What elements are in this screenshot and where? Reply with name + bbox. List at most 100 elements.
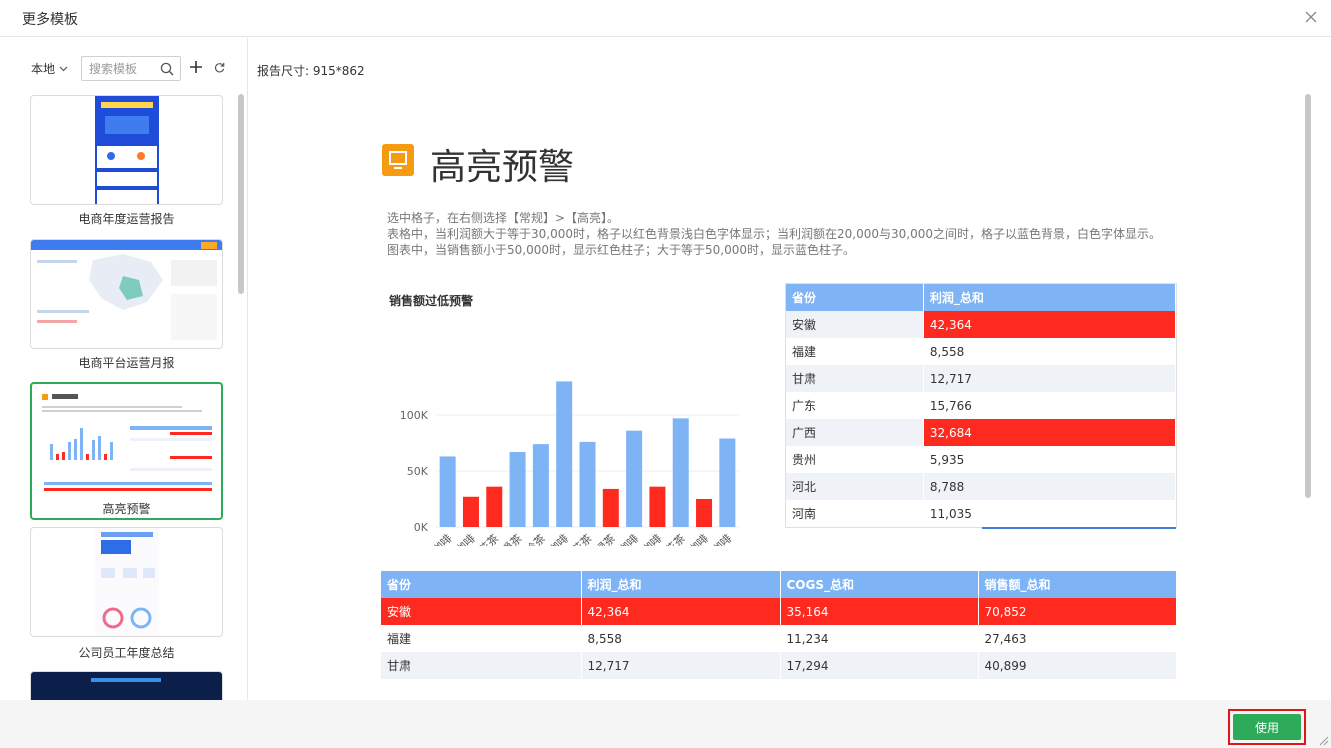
profit-table: 省份 利润_总和 安徽 42,364 福建 8,558 甘肃 12,717 广东 15,… [785, 283, 1177, 529]
sales-cell: 40,899 [978, 652, 1177, 679]
column-header: 利润_总和 [923, 284, 1177, 311]
table-row: 安徽 42,364 35,164 70,852 [381, 598, 1177, 625]
template-card-highlight-warning[interactable] [30, 382, 223, 520]
desc-line: 选中格子，在右侧选择【常规】>【高亮】。 [387, 211, 620, 225]
table-row: 河南 11,035 [786, 500, 1177, 527]
template-preview: 报告尺寸: 915*862 高亮预警 选中格子，在右侧选择【常规】>【高亮】。 … [249, 38, 1331, 700]
profit-cell: 42,364 [923, 311, 1177, 338]
template-name: 电商平台运营月报 [78, 356, 175, 370]
preview-scrollbar[interactable] [1305, 94, 1311, 498]
source-dropdown[interactable]: 本地 [31, 60, 68, 77]
sidebar-scrollbar[interactable] [238, 94, 244, 294]
province-cell: 甘肃 [786, 365, 924, 392]
template-name: 电商年度运营报告 [78, 212, 175, 226]
table-row: 安徽 42,364 [786, 311, 1177, 338]
profit-cell: 5,935 [923, 446, 1177, 473]
province-cell: 广东 [786, 392, 924, 419]
template-thumbnail [31, 240, 222, 340]
bar-chart-svg: 100K50K0K爱尔兰咖啡安摩拉多咖啡薄荷花茶伯爵茶大吉岭茶哥伦比亚咖啡黄春菊… [400, 381, 739, 588]
column-header: 销售额_总和 [978, 571, 1177, 598]
preview-canvas: 高亮预警 选中格子，在右侧选择【常规】>【高亮】。 表格中，当利润额大于等于30… [249, 94, 1313, 680]
profit-cell: 15,766 [923, 392, 1177, 419]
table-row: 福建 8,558 [786, 338, 1177, 365]
sales-cell: 70,852 [978, 598, 1177, 625]
template-thumbnail [95, 528, 159, 636]
table-row: 广西 32,684 [786, 419, 1177, 446]
source-label: 本地 [31, 62, 56, 76]
table-row: 甘肃 12,717 17,294 40,899 [381, 652, 1177, 679]
template-search [81, 56, 181, 81]
template-thumbnail [31, 672, 222, 700]
template-card-employee-annual[interactable] [30, 527, 223, 637]
column-header: 省份 [786, 284, 924, 311]
bar [696, 499, 713, 527]
table-row: 广东 15,766 [786, 392, 1177, 419]
chart-title: 销售额过低预警 [389, 294, 474, 308]
bar [649, 486, 666, 527]
table-header-row: 省份 利润_总和 COGS_总和 销售额_总和 [381, 571, 1177, 598]
resize-grip-icon[interactable] [1317, 734, 1329, 746]
profit-cell: 11,035 [923, 500, 1177, 527]
bar [556, 381, 573, 527]
province-cell: 安徽 [381, 598, 582, 625]
profit-cell: 12,717 [923, 365, 1177, 392]
report-title: 高亮预警 [430, 147, 575, 188]
province-cell: 广西 [786, 419, 924, 446]
desc-line: 表格中，当利润额大于等于30,000时，格子以红色背景浅白色字体显示；当利润额在… [387, 227, 1161, 241]
use-button-highlight: 使用 [1228, 709, 1306, 745]
cogs-cell: 35,164 [780, 598, 979, 625]
template-card-dark[interactable] [30, 671, 223, 700]
template-card-ecommerce-annual[interactable] [30, 95, 223, 205]
table-row: 河北 8,788 [786, 473, 1177, 500]
dialog-footer: 使用 [0, 700, 1331, 748]
y-tick-label: 100K [400, 409, 429, 422]
profit-cell: 32,684 [923, 419, 1177, 446]
template-card-ecommerce-monthly[interactable] [30, 239, 223, 349]
table-row: 福建 8,558 11,234 27,463 [381, 625, 1177, 652]
search-input[interactable] [89, 60, 155, 77]
template-thumbnail [95, 96, 159, 204]
profit-cell: 8,558 [581, 625, 781, 652]
bar [602, 488, 619, 527]
sales-warning-chart: 销售额过低预警 100K50K0K爱尔兰咖啡安摩拉多咖啡薄荷花茶伯爵茶大吉岭茶哥… [384, 286, 754, 588]
close-icon[interactable] [1303, 9, 1319, 25]
chevron-down-icon [59, 66, 68, 71]
profit-cell: 8,788 [923, 473, 1177, 500]
bar [462, 496, 479, 527]
template-name: 高亮预警 [102, 502, 151, 516]
bar [532, 444, 549, 527]
bar [439, 456, 456, 527]
province-cell: 河北 [786, 473, 924, 500]
add-icon[interactable] [189, 60, 203, 74]
dialog-title-bar: 更多模板 [0, 0, 1331, 37]
bar [719, 438, 736, 527]
column-header: 省份 [381, 571, 582, 598]
sales-cell: 27,463 [978, 625, 1177, 652]
y-tick-label: 50K [407, 465, 429, 478]
province-cell: 安徽 [786, 311, 924, 338]
desc-line: 图表中，当销售额小于50,000时，显示红色柱子；大于等于50,000时，显示蓝… [387, 243, 855, 257]
profit-cell: 42,364 [581, 598, 781, 625]
use-button[interactable]: 使用 [1233, 714, 1301, 740]
table-row: 甘肃 12,717 [786, 365, 1177, 392]
bar [509, 451, 526, 527]
refresh-icon[interactable] [214, 62, 225, 73]
table-scroll-indicator [982, 527, 1176, 529]
province-cell: 贵州 [786, 446, 924, 473]
template-sidebar: 本地 [0, 38, 248, 700]
sidebar-toolbar: 本地 [0, 56, 248, 82]
x-tick-label: 绿茶 [592, 531, 617, 546]
bar [672, 418, 689, 527]
profit-cell: 12,717 [581, 652, 781, 679]
province-cell: 河南 [786, 500, 924, 527]
province-cell: 福建 [786, 338, 924, 365]
bar [486, 486, 503, 527]
column-header: 利润_总和 [581, 571, 781, 598]
search-icon[interactable] [160, 62, 174, 76]
profit-cell: 8,558 [923, 338, 1177, 365]
province-cell: 福建 [381, 625, 582, 652]
column-header: COGS_总和 [780, 571, 979, 598]
report-description: 选中格子，在右侧选择【常规】>【高亮】。 表格中，当利润额大于等于30,000时… [387, 210, 1161, 258]
template-name: 公司员工年度总结 [78, 646, 175, 660]
